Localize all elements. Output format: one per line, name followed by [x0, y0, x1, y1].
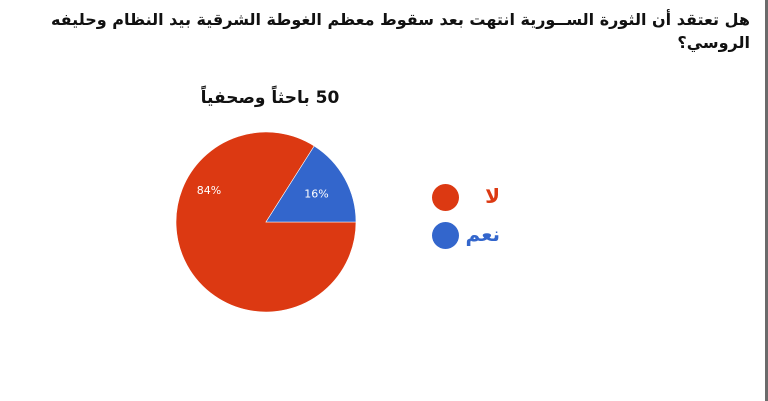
chart-title: 50 باحثاً وصحفياً — [200, 88, 340, 108]
survey-question: هل تعتقد أن الثورة الســورية انتهت بعد س… — [50, 10, 750, 52]
pie-slices — [175, 131, 357, 313]
legend-swatch-yes — [432, 222, 459, 249]
window-edge — [765, 0, 768, 401]
pie-slice-labels: 84% 16% — [197, 184, 329, 200]
legend-label-no: لا — [485, 184, 500, 208]
pie-slice-yes — [265, 145, 357, 223]
legend-item-yes: نعم — [428, 220, 518, 258]
legend-swatch-no — [432, 184, 459, 211]
legend-item-no: لا — [428, 182, 518, 220]
legend-label-yes: نعم — [465, 222, 500, 246]
chart-legend: لا نعم — [428, 182, 518, 258]
pie-label-no: 84% — [197, 184, 221, 197]
pie-label-yes: 16% — [304, 187, 328, 200]
